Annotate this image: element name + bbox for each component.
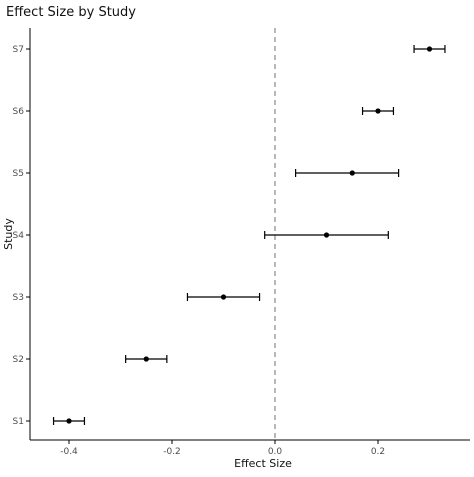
y-tick-label: S3 [13,293,24,303]
x-tick-label: 0.0 [268,447,283,457]
point-s6 [375,108,381,114]
x-tick-label: -0.2 [163,447,181,457]
point-s4 [323,232,330,238]
y-tick-label: S2 [13,355,24,365]
y-tick-label: S1 [13,417,24,427]
point-s5 [349,170,355,176]
x-axis-title: Effect Size [234,457,292,470]
point-s3 [220,294,227,300]
chart-title: Effect Size by Study [6,5,136,20]
x-tick-label: -0.4 [60,447,78,457]
point-s7 [426,46,433,52]
point-s1 [66,418,72,424]
y-tick-label: S7 [13,45,24,55]
x-tick-label: 0.2 [371,447,385,457]
y-axis-title: Study [2,218,15,250]
y-tick-label: S5 [13,169,24,179]
y-tick-label: S4 [13,231,25,241]
point-s2 [143,356,149,362]
y-tick-label: S6 [13,107,25,117]
